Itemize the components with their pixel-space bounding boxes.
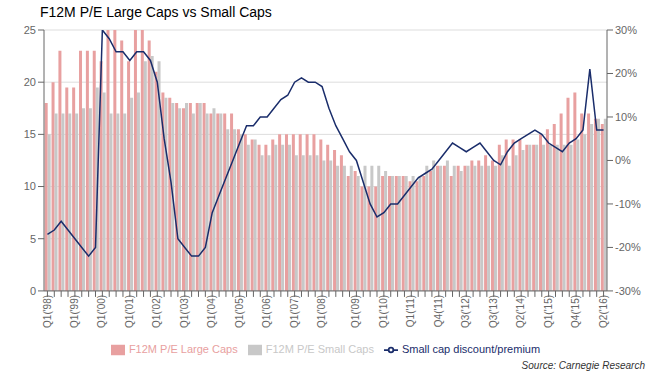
svg-text:Q1('02): Q1('02) [151,295,162,328]
svg-text:Q1('03): Q1('03) [179,295,190,328]
html-text:F12M P/E Small Caps: F12M P/E Small Caps [265,342,374,355]
svg-text:Q3('13): Q3('13) [488,295,499,328]
svg-text:Q1('99): Q1('99) [69,295,80,328]
svg-text:0: 0 [30,285,36,297]
svg-text:-10%: -10% [615,198,641,210]
svg-text:Q1('00): Q1('00) [96,295,107,328]
svg-text:-20%: -20% [615,241,641,253]
svg-text:Q1('15): Q1('15) [543,295,554,328]
svg-text:Q4('15): Q4('15) [570,295,581,328]
svg-text:Q1('05): Q1('05) [234,295,245,328]
svg-text:Q2('14): Q2('14) [515,295,526,328]
svg-text:10: 10 [24,180,36,192]
svg-text:Q1('10): Q1('10) [378,295,389,328]
svg-text:15: 15 [24,128,36,140]
svg-text:Q2('16): Q2('16) [598,295,609,328]
svg-text:Q1('09): Q1('09) [350,295,361,328]
svg-text:Q1('08): Q1('08) [316,295,327,328]
svg-text:25: 25 [24,24,36,36]
svg-text:20: 20 [24,76,36,88]
svg-text:Q4('11): Q4('11) [433,295,444,327]
svg-text:Q1('11): Q1('11) [405,295,416,327]
svg-text:-30%: -30% [615,285,641,297]
html-text:Source: Carnegie Research: Source: Carnegie Research [521,360,645,371]
html-text:F12M P/E Large Caps: F12M P/E Large Caps [128,342,238,355]
svg-text:Q1('04): Q1('04) [206,295,217,328]
html-text:Small cap discount/premium: Small cap discount/premium [401,342,541,355]
svg-text:20%: 20% [615,67,637,79]
svg-text:0%: 0% [615,154,631,166]
html-text:F12M P/E Large Caps vs Small C: F12M P/E Large Caps vs Small Caps [40,4,272,20]
svg-text:10%: 10% [615,111,637,123]
svg-text:30%: 30% [615,24,637,36]
svg-text:Q1('06): Q1('06) [261,295,272,328]
svg-text:5: 5 [30,233,36,245]
svg-text:Q3('12): Q3('12) [460,295,471,328]
svg-text:Q1('98): Q1('98) [42,295,53,328]
svg-text:Q1('01): Q1('01) [124,295,135,328]
svg-text:Q1('07): Q1('07) [289,295,300,328]
